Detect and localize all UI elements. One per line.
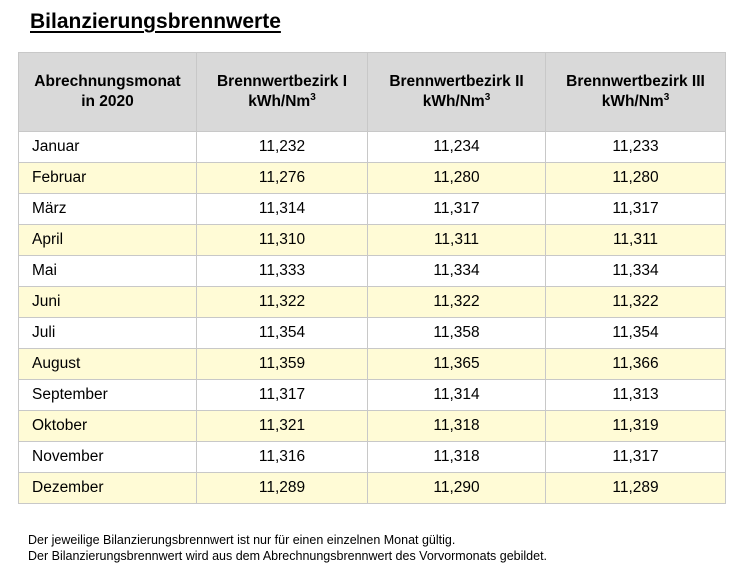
header-label: Abrechnungsmonat — [34, 73, 181, 90]
brennwertbezirk-2-cell: 11,365 — [367, 348, 546, 380]
table-row: Dezember 11,289 11,290 11,289 — [18, 472, 726, 504]
table-header-row: Abrechnungsmonat in 2020 Brennwertbezirk… — [18, 52, 726, 132]
brennwertbezirk-1-cell: 11,333 — [196, 255, 368, 287]
brennwertbezirk-1-cell: 11,359 — [196, 348, 368, 380]
brennwertbezirk-3-cell: 11,289 — [545, 472, 726, 504]
brennwertbezirk-2-cell: 11,311 — [367, 224, 546, 256]
brennwertbezirk-1-cell: 11,310 — [196, 224, 368, 256]
brennwertbezirk-3-cell: 11,311 — [545, 224, 726, 256]
header-brennwertbezirk-3: Brennwertbezirk III kWh/Nm3 — [545, 52, 726, 132]
table-row: November 11,316 11,318 11,317 — [18, 441, 726, 473]
footnote-line-2: Der Bilanzierungsbrennwert wird aus dem … — [28, 549, 548, 563]
brennwertbezirk-1-cell: 11,317 — [196, 379, 368, 411]
month-cell: Dezember — [18, 472, 197, 504]
table-row: April 11,310 11,311 11,311 — [18, 224, 726, 256]
brennwertbezirk-1-cell: 11,289 — [196, 472, 368, 504]
table-row: August 11,359 11,365 11,366 — [18, 348, 726, 380]
header-unit: kWh/Nm — [422, 93, 485, 110]
month-cell: September — [18, 379, 197, 411]
month-cell: Juni — [18, 286, 197, 318]
brennwertbezirk-3-cell: 11,280 — [545, 162, 726, 194]
header-brennwertbezirk-1: Brennwertbezirk I kWh/Nm3 — [196, 52, 368, 132]
unit-superscript: 3 — [484, 91, 491, 103]
brennwertbezirk-3-cell: 11,233 — [545, 131, 726, 163]
header-unit: kWh/Nm — [248, 93, 311, 110]
brennwertbezirk-2-cell: 11,317 — [367, 193, 546, 225]
header-label: Brennwertbezirk III — [566, 73, 705, 90]
unit-superscript: 3 — [663, 91, 670, 103]
brennwertbezirk-1-cell: 11,314 — [196, 193, 368, 225]
brennwertbezirk-3-cell: 11,334 — [545, 255, 726, 287]
brennwertbezirk-1-cell: 11,354 — [196, 317, 368, 349]
header-brennwertbezirk-2: Brennwertbezirk II kWh/Nm3 — [367, 52, 546, 132]
month-cell: April — [18, 224, 197, 256]
brennwertbezirk-2-cell: 11,234 — [367, 131, 546, 163]
table-row: September 11,317 11,314 11,313 — [18, 379, 726, 411]
brennwertbezirk-2-cell: 11,358 — [367, 317, 546, 349]
table-row: Januar 11,232 11,234 11,233 — [18, 131, 726, 163]
table-row: Mai 11,333 11,334 11,334 — [18, 255, 726, 287]
table-row: Juli 11,354 11,358 11,354 — [18, 317, 726, 349]
month-cell: März — [18, 193, 197, 225]
brennwertbezirk-2-cell: 11,314 — [367, 379, 546, 411]
month-cell: Februar — [18, 162, 197, 194]
brennwertbezirk-1-cell: 11,276 — [196, 162, 368, 194]
footnote: Der jeweilige Bilanzierungsbrennwert ist… — [28, 532, 547, 564]
month-cell: Januar — [18, 131, 197, 163]
unit-superscript: 3 — [310, 91, 316, 103]
brennwertbezirk-3-cell: 11,366 — [545, 348, 726, 380]
brennwertbezirk-3-cell: 11,322 — [545, 286, 726, 318]
brennwert-table: Abrechnungsmonat in 2020 Brennwertbezirk… — [18, 52, 726, 504]
brennwertbezirk-3-cell: 11,319 — [545, 410, 726, 442]
month-cell: Mai — [18, 255, 197, 287]
brennwertbezirk-2-cell: 11,280 — [367, 162, 546, 194]
brennwertbezirk-2-cell: 11,318 — [367, 441, 546, 473]
footnote-line-1: Der jeweilige Bilanzierungsbrennwert ist… — [28, 533, 456, 547]
table-row: Oktober 11,321 11,318 11,319 — [18, 410, 726, 442]
month-cell: Oktober — [18, 410, 197, 442]
table-row: Juni 11,322 11,322 11,322 — [18, 286, 726, 318]
header-unit: kWh/Nm — [601, 93, 664, 110]
header-abrechnungsmonat: Abrechnungsmonat in 2020 — [18, 52, 197, 132]
brennwertbezirk-1-cell: 11,321 — [196, 410, 368, 442]
brennwertbezirk-3-cell: 11,317 — [545, 193, 726, 225]
brennwertbezirk-3-cell: 11,354 — [545, 317, 726, 349]
brennwertbezirk-2-cell: 11,322 — [367, 286, 546, 318]
brennwertbezirk-1-cell: 11,322 — [196, 286, 368, 318]
table-row: Februar 11,276 11,280 11,280 — [18, 162, 726, 194]
brennwertbezirk-2-cell: 11,318 — [367, 410, 546, 442]
page-title: Bilanzierungsbrennwerte — [30, 10, 281, 33]
brennwertbezirk-3-cell: 11,317 — [545, 441, 726, 473]
brennwertbezirk-3-cell: 11,313 — [545, 379, 726, 411]
brennwertbezirk-1-cell: 11,316 — [196, 441, 368, 473]
table-row: März 11,314 11,317 11,317 — [18, 193, 726, 225]
brennwertbezirk-2-cell: 11,334 — [367, 255, 546, 287]
brennwertbezirk-1-cell: 11,232 — [196, 131, 368, 163]
brennwertbezirk-2-cell: 11,290 — [367, 472, 546, 504]
header-label: Brennwertbezirk I — [216, 73, 348, 90]
month-cell: November — [18, 441, 197, 473]
month-cell: Juli — [18, 317, 197, 349]
header-label: Brennwertbezirk II — [389, 73, 524, 90]
header-sublabel: in 2020 — [81, 93, 134, 110]
month-cell: August — [18, 348, 197, 380]
